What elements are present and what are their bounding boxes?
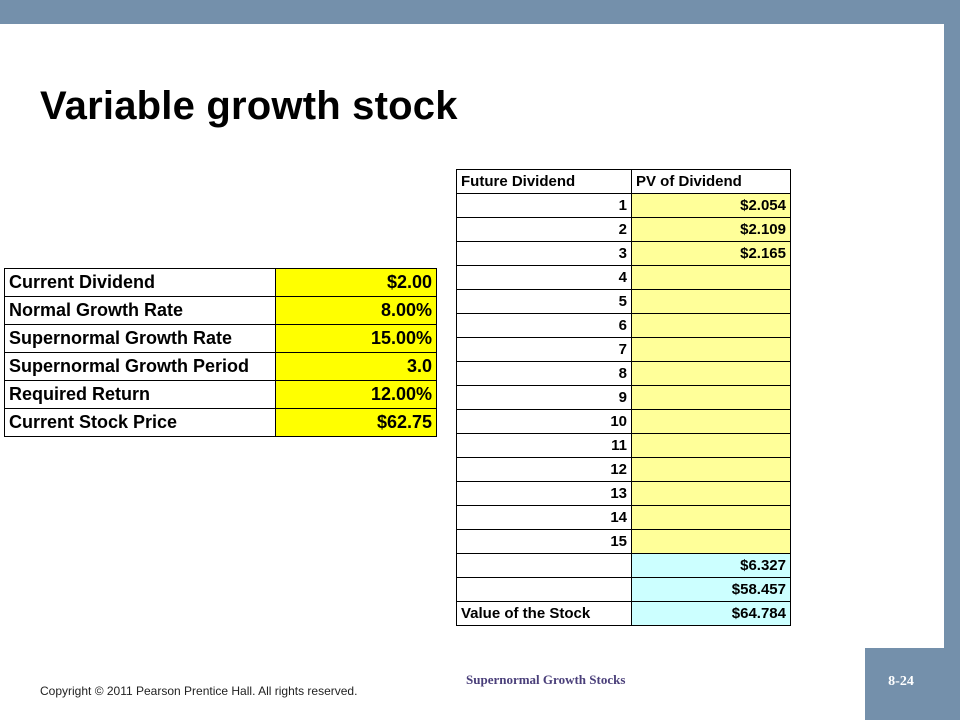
pv-dividend-cell: $2.054 (631, 193, 791, 218)
table-header-row: Future Dividend PV of Dividend (456, 169, 791, 194)
dividend-table: Future Dividend PV of Dividend 1 $2.054 2 $… (456, 169, 791, 626)
dividend-year-cell: 8 (456, 361, 632, 386)
table-row: 5 (456, 289, 791, 314)
pv-dividend-cell: $2.109 (631, 217, 791, 242)
table-row: 3 $2.165 (456, 241, 791, 266)
pv-dividend-cell: $2.165 (631, 241, 791, 266)
dividend-year-cell: 3 (456, 241, 632, 266)
totals-row: $6.327 (456, 553, 791, 578)
totals-value-cell: $64.784 (631, 601, 791, 626)
pv-dividend-cell (631, 385, 791, 410)
input-value: 3.0 (275, 352, 437, 381)
table-row: 9 (456, 385, 791, 410)
totals-value-cell: $6.327 (631, 553, 791, 578)
table-row: 11 (456, 433, 791, 458)
dividend-year-cell: 5 (456, 289, 632, 314)
slide-title: Variable growth stock (40, 84, 458, 128)
totals-row: Value of the Stock $64.784 (456, 601, 791, 626)
column-header-pv-of-dividend: PV of Dividend (631, 169, 791, 194)
copyright-footer: Copyright © 2011 Pearson Prentice Hall. … (40, 684, 358, 698)
column-header-future-dividend: Future Dividend (456, 169, 632, 194)
dividend-year-cell: 2 (456, 217, 632, 242)
totals-row: $58.457 (456, 577, 791, 602)
table-row: 1 $2.054 (456, 193, 791, 218)
table-row: Current Stock Price $62.75 (4, 408, 437, 437)
table-row: 14 (456, 505, 791, 530)
totals-label-cell: Value of the Stock (456, 601, 632, 626)
table-row: Required Return 12.00% (4, 380, 437, 409)
table-row: 15 (456, 529, 791, 554)
table-row: 8 (456, 361, 791, 386)
dividend-year-cell: 6 (456, 313, 632, 338)
dividend-year-cell: 14 (456, 505, 632, 530)
dividend-year-cell: 10 (456, 409, 632, 434)
pv-dividend-cell (631, 337, 791, 362)
page-number-box: 8-24 (865, 648, 960, 720)
table-row: 10 (456, 409, 791, 434)
table-row: 6 (456, 313, 791, 338)
table-row: Current Dividend $2.00 (4, 268, 437, 297)
pv-dividend-cell (631, 433, 791, 458)
dividend-year-cell: 15 (456, 529, 632, 554)
page-number: 8-24 (888, 674, 914, 689)
pv-dividend-cell (631, 265, 791, 290)
input-label: Current Stock Price (4, 408, 276, 437)
table-row: 7 (456, 337, 791, 362)
dividend-year-cell: 1 (456, 193, 632, 218)
dividend-year-cell: 7 (456, 337, 632, 362)
top-accent-bar (0, 0, 960, 24)
input-label: Normal Growth Rate (4, 296, 276, 325)
topic-footer: Supernormal Growth Stocks (466, 672, 626, 687)
table-row: 4 (456, 265, 791, 290)
input-value: 8.00% (275, 296, 437, 325)
totals-label-cell (456, 553, 632, 578)
input-value: 12.00% (275, 380, 437, 409)
pv-dividend-cell (631, 481, 791, 506)
pv-dividend-cell (631, 505, 791, 530)
input-label: Supernormal Growth Period (4, 352, 276, 381)
input-value: $62.75 (275, 408, 437, 437)
table-row: Normal Growth Rate 8.00% (4, 296, 437, 325)
table-row: 13 (456, 481, 791, 506)
input-label: Supernormal Growth Rate (4, 324, 276, 353)
pv-dividend-cell (631, 529, 791, 554)
pv-dividend-cell (631, 409, 791, 434)
dividend-year-cell: 12 (456, 457, 632, 482)
table-row: 12 (456, 457, 791, 482)
input-label: Current Dividend (4, 268, 276, 297)
inputs-table: Current Dividend $2.00 Normal Growth Rat… (4, 268, 437, 437)
dividend-year-cell: 4 (456, 265, 632, 290)
totals-value-cell: $58.457 (631, 577, 791, 602)
input-label: Required Return (4, 380, 276, 409)
pv-dividend-cell (631, 289, 791, 314)
pv-dividend-cell (631, 313, 791, 338)
pv-dividend-cell (631, 457, 791, 482)
right-accent-bar (944, 0, 960, 720)
input-value: $2.00 (275, 268, 437, 297)
pv-dividend-cell (631, 361, 791, 386)
dividend-year-cell: 13 (456, 481, 632, 506)
input-value: 15.00% (275, 324, 437, 353)
dividend-year-cell: 9 (456, 385, 632, 410)
table-row: Supernormal Growth Rate 15.00% (4, 324, 437, 353)
table-row: 2 $2.109 (456, 217, 791, 242)
table-row: Supernormal Growth Period 3.0 (4, 352, 437, 381)
totals-label-cell (456, 577, 632, 602)
dividend-year-cell: 11 (456, 433, 632, 458)
